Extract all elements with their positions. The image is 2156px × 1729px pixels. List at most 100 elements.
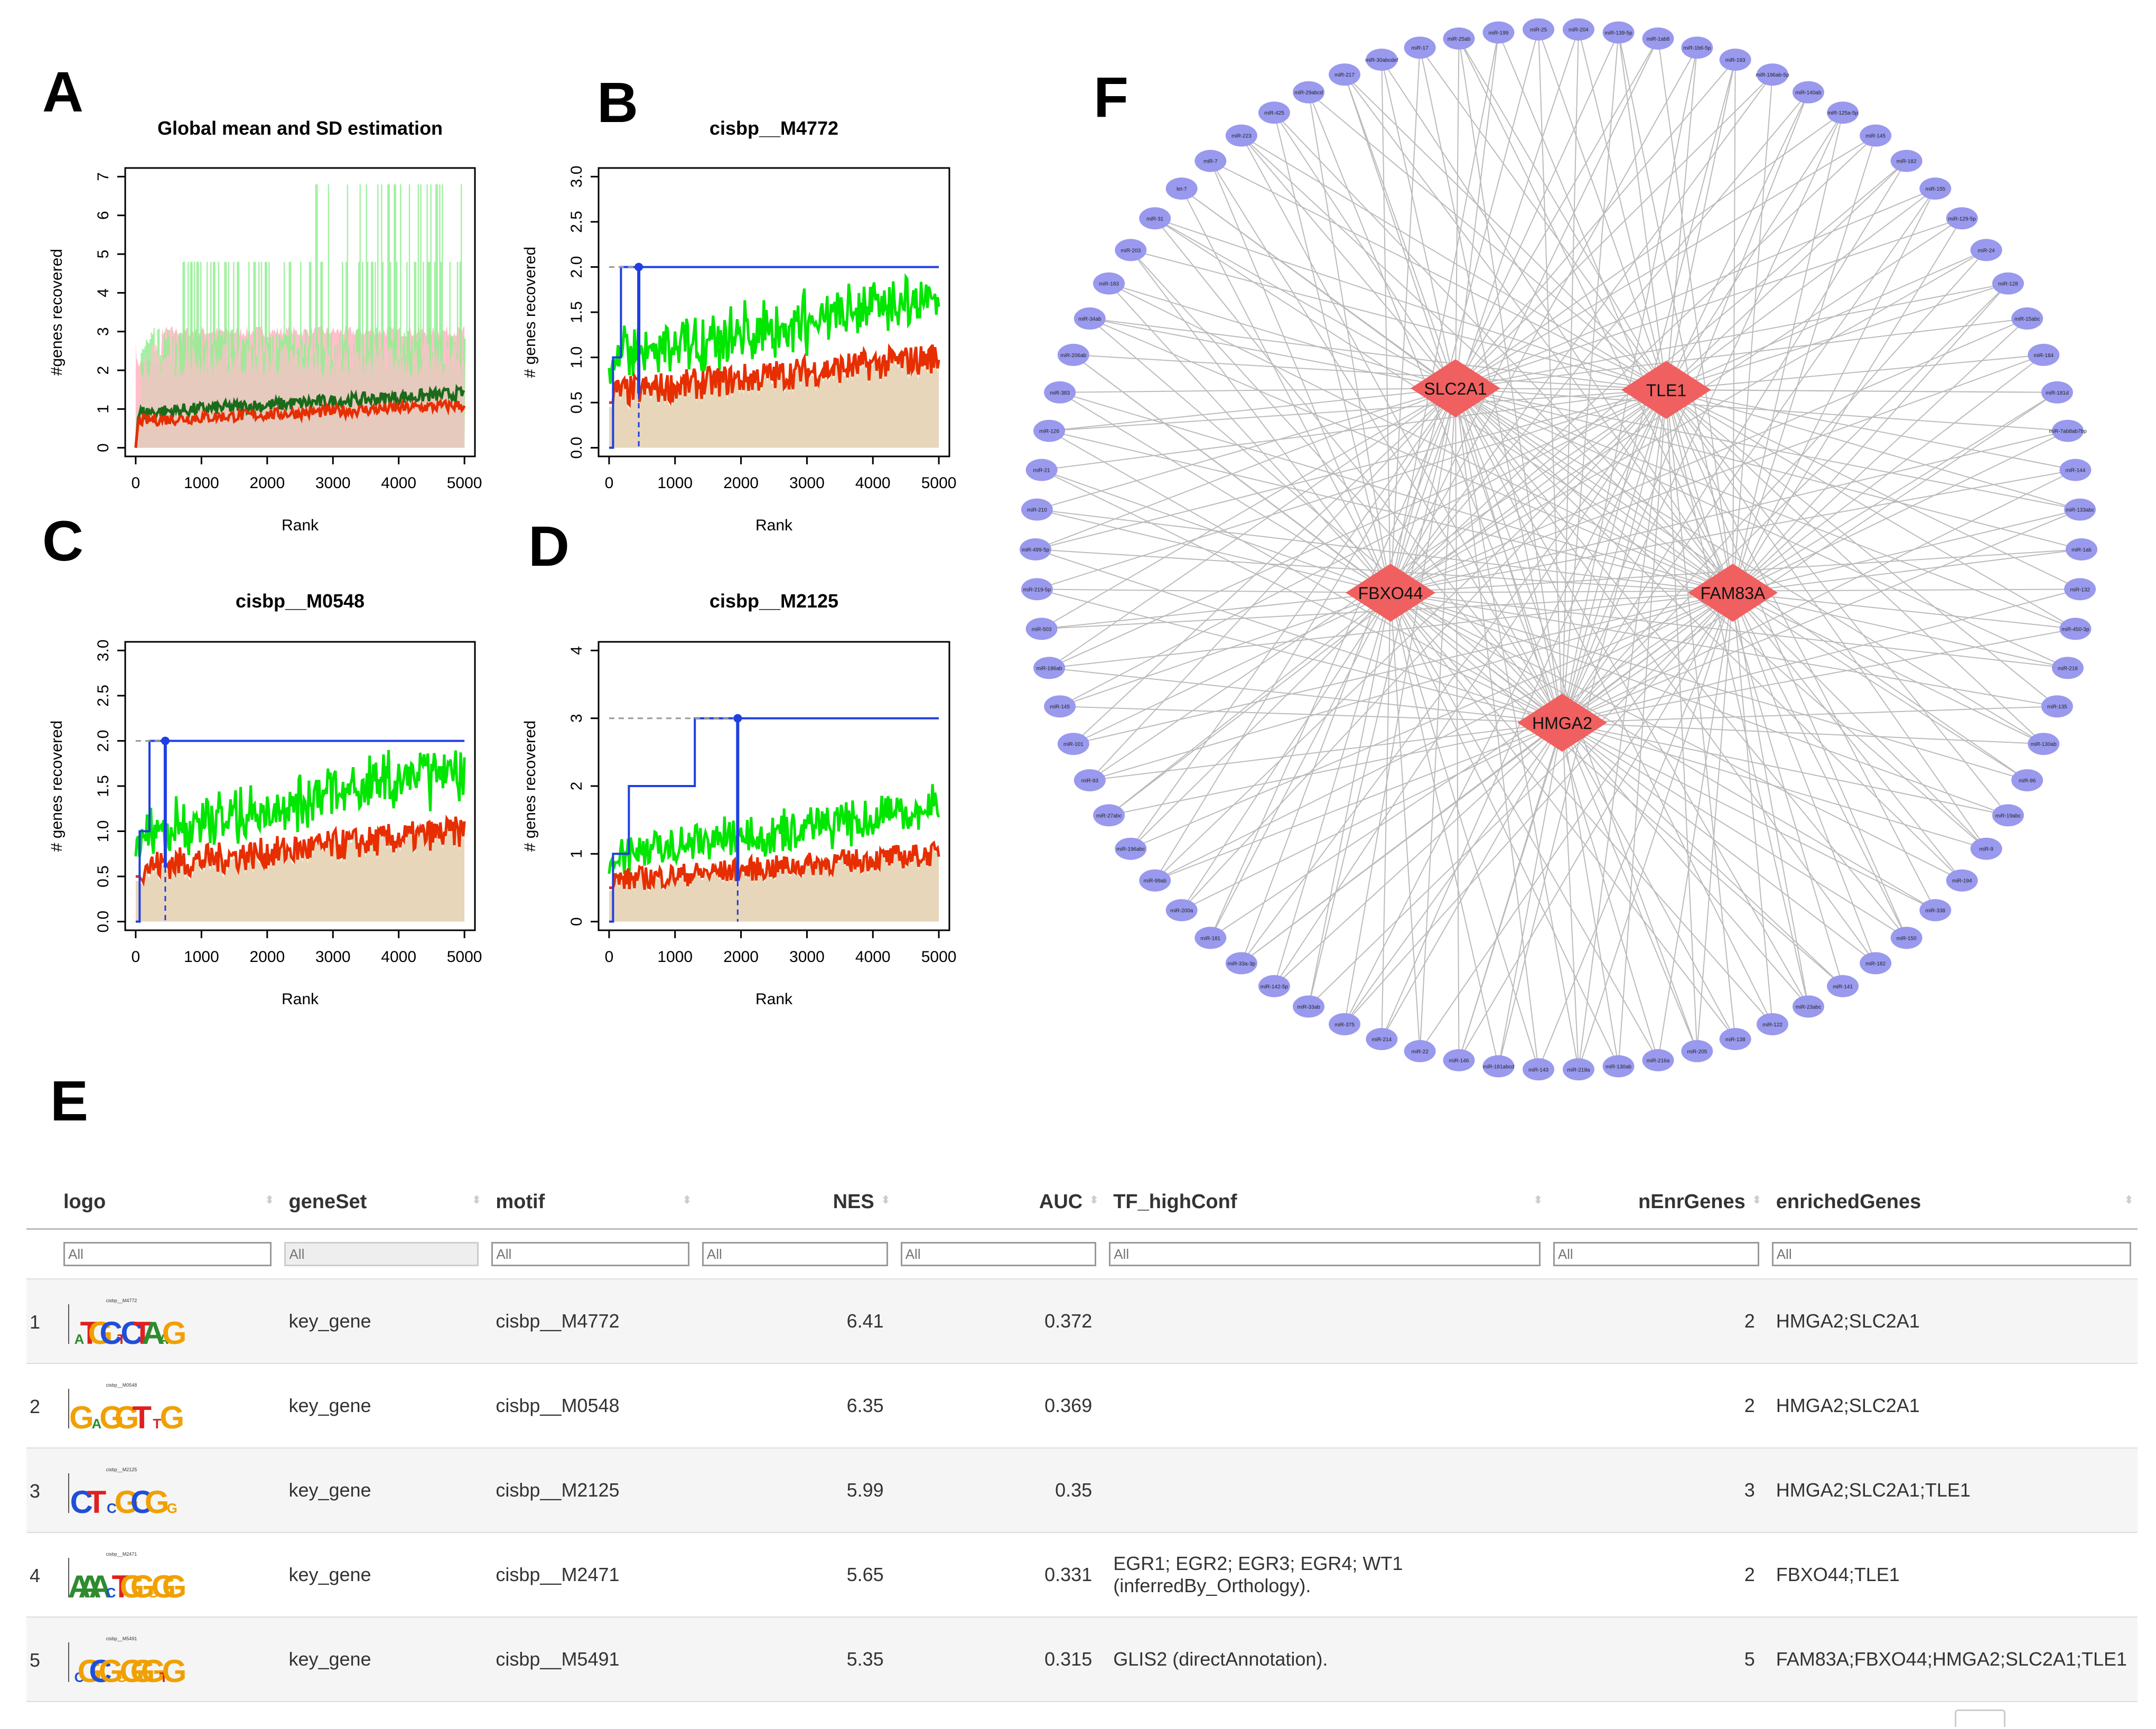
edge [1562, 354, 2044, 723]
dark-green-curve [134, 384, 465, 448]
mirna-node: miR-17 [1404, 36, 1436, 59]
page-length-select[interactable] [1955, 1709, 2005, 1727]
mirna-node-shape [2041, 695, 2073, 718]
mirna-label: miR-19abc [1995, 813, 2021, 819]
mirna-node-shape [1792, 995, 1824, 1018]
mirna-label: miR-130ab [2031, 742, 2057, 747]
sort-icon[interactable]: ⬍ [1752, 1194, 1761, 1206]
col-header-nes[interactable]: NES ⬍ [695, 1175, 894, 1230]
mirna-node-shape [1225, 952, 1257, 975]
edge [1130, 249, 1391, 593]
mirna-label: miR-375 [1334, 1022, 1355, 1028]
mirna-node-shape [1719, 1028, 1751, 1051]
logo-title: cisbp__M2471 [106, 1552, 137, 1557]
x-tick-label: 2000 [723, 474, 759, 492]
edge [1562, 722, 1809, 1007]
filter-nes-input[interactable] [702, 1242, 888, 1266]
mirna-node: miR-33a-3p [1225, 952, 1257, 975]
mirna-node-shape [2011, 769, 2043, 792]
edge [1562, 722, 1619, 1067]
cell-auc: 0.315 [894, 1617, 1103, 1702]
edge [1578, 389, 1667, 1070]
edge [1274, 722, 1563, 987]
table-row[interactable]: 2 cisbp__M0548 G A G G T T G key_gene cisbp__M0… [26, 1363, 2138, 1448]
mirna-label: miR-338 [1925, 908, 1945, 914]
row-index: 2 [30, 1396, 41, 1417]
cell-enrichedgenes: FAM83A;FBXO44;HMGA2;SLC2A1;TLE1 [1765, 1617, 2138, 1702]
sort-icon[interactable]: ⬍ [472, 1194, 481, 1206]
logo-letter: A [159, 1331, 169, 1347]
mirna-node-shape [1258, 101, 1290, 124]
sort-icon[interactable]: ⬍ [881, 1194, 890, 1206]
logo-letter: G [115, 1484, 139, 1518]
logo-letter: A [74, 1331, 85, 1347]
sort-icon[interactable]: ⬍ [2124, 1194, 2133, 1206]
logo-title: cisbp__M0548 [106, 1382, 137, 1388]
mirna-node-shape [1165, 899, 1198, 922]
edge [1390, 592, 2068, 669]
col-header-tf-highconf[interactable]: TF_highConf ⬍ [1103, 1175, 1547, 1230]
row-index: 5 [30, 1649, 41, 1671]
logo-letter: A [78, 1569, 101, 1603]
mirna-node-shape [2028, 733, 2060, 755]
filter-motif-input[interactable] [491, 1242, 689, 1266]
mirna-node-shape [1827, 975, 1859, 997]
logo-letter: G [116, 1669, 127, 1685]
col-header-auc[interactable]: AUC ⬍ [894, 1175, 1103, 1230]
edge [1732, 592, 2044, 745]
y-tick-label: 3.0 [95, 640, 112, 662]
cell-nes: 5.35 [695, 1617, 894, 1702]
edge [1041, 592, 1391, 630]
filter-logo-input[interactable] [63, 1242, 272, 1266]
filter-enrichedgenes-input[interactable] [1771, 1242, 2131, 1266]
sort-icon[interactable]: ⬍ [683, 1194, 692, 1206]
edge [1390, 592, 1539, 1070]
edge [1732, 592, 1877, 964]
mirna-label: miR-199 [1489, 30, 1509, 36]
edge [1274, 112, 1733, 593]
logo-letter: A [142, 1315, 164, 1349]
filter-nenrgenes-input[interactable] [1553, 1242, 1759, 1266]
mirna-node: miR-130ab [2028, 733, 2060, 755]
edge [1455, 388, 2076, 630]
edge [1060, 706, 1563, 723]
edge [1562, 722, 1579, 1070]
mirna-label: miR-181 [1200, 936, 1220, 941]
mirna-node: miR-196ab-5p [1756, 63, 1789, 86]
mirna-node: miR-1b6-5p [1681, 36, 1713, 59]
mirna-node: miR-139-5p [1602, 21, 1635, 44]
filter-auc-input[interactable] [900, 1242, 1097, 1266]
col-header-geneset[interactable]: geneSet ⬍ [278, 1175, 486, 1230]
edge [1344, 722, 1563, 1025]
logo-letter: G [99, 1400, 124, 1434]
sort-icon[interactable]: ⬍ [1534, 1194, 1543, 1206]
edge [1732, 59, 1736, 593]
panel-label-d: D [528, 514, 570, 578]
x-tick-label: 5000 [447, 474, 482, 492]
mirna-node-shape [1057, 343, 1089, 366]
logo-letter: T [153, 1416, 161, 1432]
mirna-node-shape [1992, 272, 2024, 295]
mirna-node: miR-214 [1366, 1028, 1398, 1051]
mirna-label: miR-21 [1033, 468, 1050, 474]
col-header-motif-label: motif [496, 1190, 545, 1213]
mirna-node: miR-19abc [1992, 804, 2024, 827]
sort-icon[interactable]: ⬍ [1089, 1194, 1099, 1206]
table-row[interactable]: 4 cisbp__M2471 A A A C T G G G G G key_gene cisbp_… [26, 1532, 2138, 1618]
mirna-label: miR-214 [1371, 1037, 1392, 1043]
col-header-motif[interactable]: motif ⬍ [485, 1175, 696, 1230]
col-header-nenrgenes[interactable]: nEnrGenes ⬍ [1546, 1175, 1766, 1230]
mirna-node-shape [1562, 18, 1594, 41]
sort-icon[interactable]: ⬍ [265, 1194, 274, 1206]
edge [1308, 92, 1563, 723]
col-header-logo[interactable]: logo ⬍ [26, 1175, 278, 1230]
table-row[interactable]: 5 cisbp__M5491 C G C G G G G G T G key_gene cisbp_… [26, 1617, 2138, 1702]
table-row[interactable]: 3 cisbp__M2125 C T C G C G G key_gene cisbp__M2… [26, 1448, 2138, 1533]
mirna-node: miR-15abc [2011, 307, 2043, 330]
mirna-label: miR-383 [1050, 390, 1070, 396]
filter-tf-input[interactable] [1109, 1242, 1541, 1266]
table-row[interactable]: 1 cisbp__M4772 A T G C T C T A A G key_gene cisbp_… [26, 1279, 2138, 1364]
col-header-enrichedgenes[interactable]: enrichedGenes ⬍ [1765, 1175, 2138, 1230]
